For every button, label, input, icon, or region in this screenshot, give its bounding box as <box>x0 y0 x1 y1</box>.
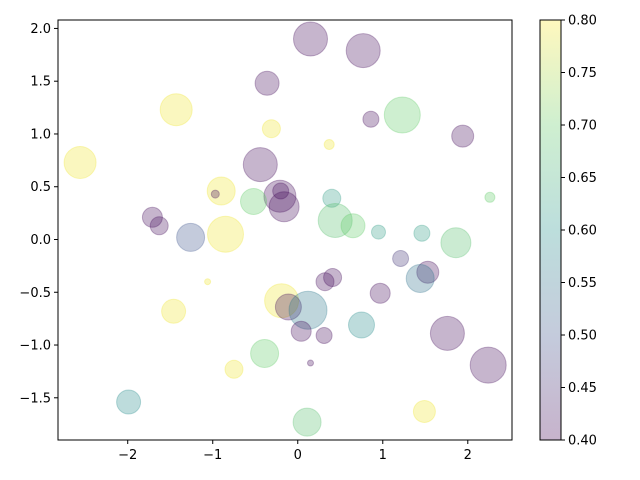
data-point <box>268 191 300 223</box>
axes-frame <box>57 19 513 441</box>
colorbar-tick-label: 0.50 <box>568 329 597 344</box>
data-point <box>317 203 353 238</box>
data-point <box>340 213 366 239</box>
data-point <box>413 224 431 242</box>
data-point <box>264 283 300 319</box>
data-point <box>207 215 244 253</box>
x-tick-label: 2 <box>464 448 472 463</box>
data-point <box>293 21 328 57</box>
colorbar-tick-label: 0.75 <box>568 66 597 81</box>
data-point <box>159 93 193 127</box>
x-axis-ticks: −2 −1 0 1 2 <box>118 440 472 463</box>
data-point <box>292 407 322 437</box>
y-tick-label: −0.5 <box>19 286 51 301</box>
data-point <box>323 139 335 150</box>
data-point <box>242 147 278 183</box>
x-tick-label: −2 <box>118 448 137 463</box>
data-point <box>484 191 496 203</box>
data-point <box>362 110 380 128</box>
data-point <box>412 400 436 423</box>
data-point <box>451 124 475 148</box>
data-point <box>371 224 386 240</box>
data-point <box>250 339 280 368</box>
data-point <box>440 227 472 259</box>
x-tick-label: −1 <box>203 448 222 463</box>
data-point <box>383 96 421 134</box>
data-point <box>315 272 335 292</box>
data-point <box>290 320 312 342</box>
data-point <box>323 268 343 287</box>
data-point <box>240 188 267 215</box>
data-point <box>63 146 97 179</box>
colorbar-tick-label: 0.60 <box>568 224 597 239</box>
y-tick-label: 0.0 <box>30 233 51 248</box>
data-point <box>224 359 244 379</box>
data-point <box>210 189 220 199</box>
data-point <box>206 176 236 206</box>
colorbar-tick-label: 0.80 <box>568 14 597 29</box>
y-tick-label: −1.0 <box>19 339 51 354</box>
y-tick-label: 2.0 <box>30 22 51 37</box>
y-tick-label: 1.5 <box>30 75 51 90</box>
x-tick-label: 1 <box>379 448 387 463</box>
y-tick-label: 0.5 <box>30 180 51 195</box>
data-point <box>204 278 212 286</box>
data-point <box>469 346 507 384</box>
colorbar: 0.40 0.45 0.50 0.55 0.60 0.65 0.70 0.75 0.80 <box>539 14 597 449</box>
colorbar-tick-label: 0.65 <box>568 171 597 186</box>
data-point <box>315 327 333 344</box>
y-tick-label: 1.0 <box>30 127 51 142</box>
data-point <box>116 389 142 415</box>
data-point <box>272 182 290 200</box>
data-point <box>176 222 206 252</box>
colorbar-gradient <box>540 20 561 440</box>
data-point <box>288 290 328 330</box>
data-point <box>149 216 169 236</box>
data-point <box>416 260 440 284</box>
data-point <box>429 315 465 351</box>
y-tick-label: −1.5 <box>19 391 51 406</box>
data-point <box>348 311 375 339</box>
y-axis-ticks: −1.5 −1.0 −0.5 0.0 0.5 1.0 1.5 2.0 <box>19 22 58 406</box>
plot-area: −2 −1 0 1 2 −1.5 −1.0 −0.5 0.0 0.5 1.0 1.5 2.0 <box>19 19 513 463</box>
colorbar-tick-label: 0.70 <box>568 119 597 134</box>
data-point <box>392 250 410 267</box>
data-point <box>405 264 435 293</box>
data-point <box>274 293 302 321</box>
x-tick-label: 0 <box>294 448 302 463</box>
colorbar-tick-label: 0.45 <box>568 381 597 396</box>
data-point <box>161 298 187 324</box>
data-point <box>254 70 280 96</box>
data-point <box>322 188 342 208</box>
data-point <box>369 282 391 304</box>
data-points <box>63 21 507 437</box>
data-point <box>307 359 314 367</box>
colorbar-ticks: 0.40 0.45 0.50 0.55 0.60 0.65 0.70 0.75 0.80 <box>561 14 597 449</box>
colorbar-tick-label: 0.55 <box>568 276 597 291</box>
colorbar-tick-label: 0.40 <box>568 434 597 449</box>
data-point <box>263 179 297 213</box>
data-point <box>345 33 381 69</box>
data-point <box>261 119 281 139</box>
data-point <box>141 206 163 228</box>
